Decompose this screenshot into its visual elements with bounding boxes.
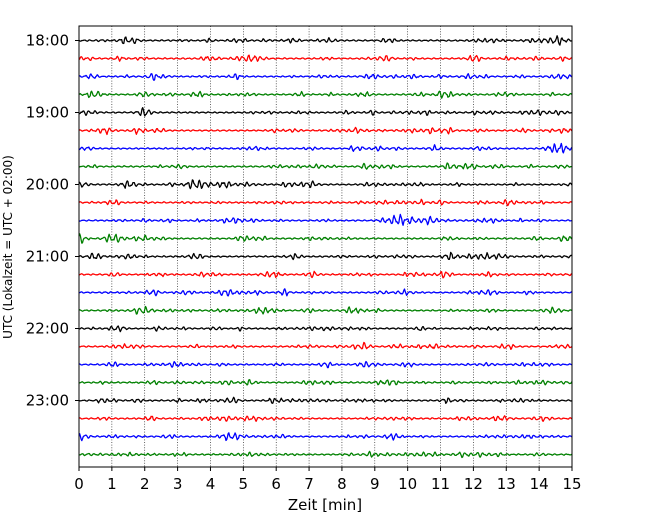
trace-2345 <box>78 450 573 459</box>
y-tick-label-1: 19:00 <box>26 104 69 122</box>
x-tick-label-5: 5 <box>239 475 249 493</box>
x-tick-label-9: 9 <box>370 475 380 493</box>
trace-2300 <box>78 396 573 405</box>
y-tick-label-2: 20:00 <box>26 176 69 194</box>
trace-1830 <box>78 73 573 81</box>
x-tick-label-7: 7 <box>304 475 314 493</box>
trace-2015 <box>78 198 573 207</box>
y-tick-label-5: 23:00 <box>26 392 69 410</box>
x-tick-label-10: 10 <box>398 475 417 493</box>
trace-1800 <box>78 35 572 46</box>
trace-2200 <box>78 325 573 333</box>
trace-1845 <box>78 90 573 99</box>
trace-2000 <box>78 179 573 190</box>
x-tick-label-0: 0 <box>74 475 84 493</box>
y-tick-label-3: 21:00 <box>26 248 69 266</box>
x-tick-label-8: 8 <box>337 475 347 493</box>
trace-1815 <box>78 54 573 62</box>
y-axis-label: UTC (Lokalzeit = UTC + 02:00) <box>1 155 15 339</box>
x-tick-label-3: 3 <box>173 475 183 493</box>
trace-2215 <box>78 341 573 351</box>
seismic-traces <box>78 35 573 459</box>
x-tick-label-12: 12 <box>464 475 483 493</box>
trace-2100 <box>78 251 573 261</box>
trace-2230 <box>78 360 573 369</box>
x-tick-label-1: 1 <box>107 475 117 493</box>
x-tick-label-4: 4 <box>206 475 216 493</box>
x-axis-label: Zeit [min] <box>288 496 362 514</box>
x-tick-label-15: 15 <box>562 475 581 493</box>
trace-2330 <box>78 432 573 442</box>
x-axis-ticks: 0 1 2 3 4 5 6 7 8 9 10 11 12 13 14 15 <box>74 467 582 493</box>
x-tick-label-6: 6 <box>271 475 281 493</box>
trace-2045 <box>78 233 573 244</box>
trace-2130 <box>78 288 573 297</box>
trace-1900 <box>78 107 572 117</box>
grid-lines <box>111 26 540 467</box>
trace-2145 <box>78 305 572 315</box>
plot-frame <box>78 25 573 468</box>
trace-1915 <box>78 126 573 136</box>
trace-1930 <box>78 142 573 154</box>
x-tick-label-14: 14 <box>530 475 549 493</box>
trace-2315 <box>78 415 573 423</box>
x-tick-label-11: 11 <box>431 475 450 493</box>
x-tick-label-2: 2 <box>140 475 150 493</box>
trace-2115 <box>78 270 573 279</box>
x-tick-label-13: 13 <box>497 475 516 493</box>
y-axis-ticks: 18:00 19:00 20:00 21:00 22:00 23:00 <box>26 32 79 410</box>
trace-2030 <box>78 213 572 226</box>
trace-1945 <box>78 162 572 170</box>
y-tick-label-0: 18:00 <box>26 32 69 50</box>
y-tick-label-4: 22:00 <box>26 320 69 338</box>
trace-2245 <box>78 378 573 386</box>
